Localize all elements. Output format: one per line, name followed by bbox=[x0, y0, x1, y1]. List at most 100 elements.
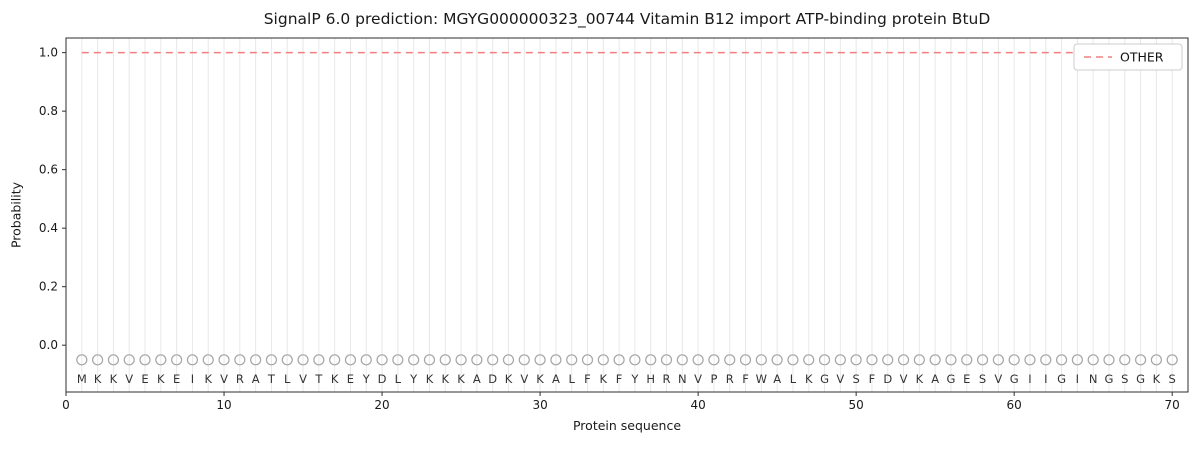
residue-letter: V bbox=[520, 372, 528, 386]
residue-marker bbox=[487, 354, 499, 366]
residue-letter: Y bbox=[630, 372, 639, 386]
residue-marker bbox=[1134, 354, 1147, 366]
residue-letter: V bbox=[299, 372, 307, 386]
residue-marker bbox=[471, 354, 483, 366]
x-tick-label: 70 bbox=[1165, 398, 1180, 412]
residue-marker bbox=[502, 354, 515, 366]
residue-letter: K bbox=[94, 372, 102, 386]
residue-letter: G bbox=[1136, 372, 1145, 386]
residue-letter: V bbox=[694, 372, 702, 386]
residue-letter: D bbox=[378, 372, 387, 386]
residue-marker bbox=[550, 354, 562, 366]
residue-marker bbox=[913, 354, 925, 366]
residue-letter: G bbox=[1105, 372, 1114, 386]
residue-letter: L bbox=[395, 372, 402, 386]
residue-marker bbox=[392, 354, 404, 366]
x-tick-label: 40 bbox=[690, 398, 705, 412]
residue-marker bbox=[692, 354, 704, 366]
residue-marker bbox=[866, 354, 878, 366]
residue-letter: K bbox=[441, 372, 449, 386]
residue-letter: G bbox=[1010, 372, 1019, 386]
residue-marker bbox=[455, 354, 467, 366]
residue-marker bbox=[1087, 354, 1099, 366]
residue-letter: E bbox=[173, 372, 180, 386]
legend-box bbox=[1073, 43, 1183, 71]
residue-marker bbox=[597, 354, 609, 366]
residue-letter: I bbox=[1044, 372, 1047, 386]
residue-letter: K bbox=[110, 372, 118, 386]
residue-letter: E bbox=[963, 372, 970, 386]
residue-letter: G bbox=[946, 372, 955, 386]
residue-marker bbox=[929, 354, 941, 366]
residue-marker bbox=[250, 354, 262, 366]
residue-letter: A bbox=[931, 372, 939, 386]
residue-marker bbox=[202, 354, 214, 366]
residue-letter: F bbox=[869, 372, 876, 386]
residue-letter: P bbox=[710, 372, 717, 386]
residue-letter: M bbox=[77, 372, 87, 386]
residue-letter: V bbox=[220, 372, 228, 386]
residue-marker bbox=[92, 354, 104, 366]
residue-marker bbox=[755, 354, 767, 366]
x-axis-label: Protein sequence bbox=[572, 418, 682, 433]
residue-letter: R bbox=[236, 372, 244, 386]
residue-letter: K bbox=[536, 372, 544, 386]
residue-letter: K bbox=[457, 372, 465, 386]
residue-marker bbox=[566, 354, 578, 366]
residue-marker bbox=[76, 354, 88, 366]
residue-letter: H bbox=[646, 372, 655, 386]
residue-letter: E bbox=[347, 372, 354, 386]
residue-letter: K bbox=[204, 372, 212, 386]
x-tick-label: 20 bbox=[374, 398, 389, 412]
residue-marker bbox=[1008, 354, 1020, 366]
residue-letter: L bbox=[568, 372, 575, 386]
residue-letter: L bbox=[790, 372, 797, 386]
residue-marker bbox=[1150, 354, 1162, 366]
residue-marker bbox=[897, 354, 910, 366]
residue-marker bbox=[155, 354, 167, 366]
residue-marker bbox=[629, 354, 641, 366]
residue-marker bbox=[1166, 354, 1178, 366]
residue-letter: I bbox=[1028, 372, 1031, 386]
residue-letter: N bbox=[678, 372, 687, 386]
residue-letter: V bbox=[125, 372, 133, 386]
residue-marker bbox=[265, 354, 278, 366]
residue-letter: D bbox=[488, 372, 497, 386]
residue-marker bbox=[1103, 354, 1115, 366]
residue-letter: A bbox=[773, 372, 781, 386]
residue-letter: E bbox=[141, 372, 148, 386]
residue-letter: F bbox=[584, 372, 591, 386]
residue-marker bbox=[724, 354, 736, 366]
residue-marker bbox=[281, 354, 293, 366]
residue-letter: Y bbox=[362, 372, 371, 386]
y-tick-label: 0.0 bbox=[39, 338, 58, 352]
residue-marker bbox=[1040, 354, 1052, 366]
residue-marker bbox=[1071, 354, 1083, 366]
residue-marker bbox=[834, 354, 846, 366]
residue-letter: A bbox=[252, 372, 260, 386]
residue-letter: W bbox=[756, 372, 767, 386]
residue-marker bbox=[676, 354, 688, 366]
residue-marker bbox=[882, 354, 894, 366]
x-tick-label: 0 bbox=[62, 398, 70, 412]
residue-marker bbox=[818, 354, 831, 366]
residue-letter: T bbox=[267, 372, 276, 386]
residue-letter: A bbox=[473, 372, 481, 386]
residue-marker bbox=[613, 354, 625, 366]
residue-marker bbox=[945, 354, 957, 366]
residue-letter: S bbox=[1121, 372, 1128, 386]
residue-letter: F bbox=[742, 372, 749, 386]
residue-marker bbox=[534, 354, 546, 366]
residue-marker bbox=[645, 354, 657, 366]
residue-marker bbox=[107, 354, 120, 366]
residue-letter: V bbox=[900, 372, 908, 386]
y-tick-label: 1.0 bbox=[39, 46, 58, 60]
residue-letter: G bbox=[820, 372, 829, 386]
residue-letter: K bbox=[916, 372, 924, 386]
residue-marker bbox=[186, 354, 199, 366]
residue-marker bbox=[1055, 354, 1068, 366]
residue-marker bbox=[329, 354, 341, 366]
y-tick-label: 0.4 bbox=[39, 221, 58, 235]
residue-letter: N bbox=[1089, 372, 1098, 386]
